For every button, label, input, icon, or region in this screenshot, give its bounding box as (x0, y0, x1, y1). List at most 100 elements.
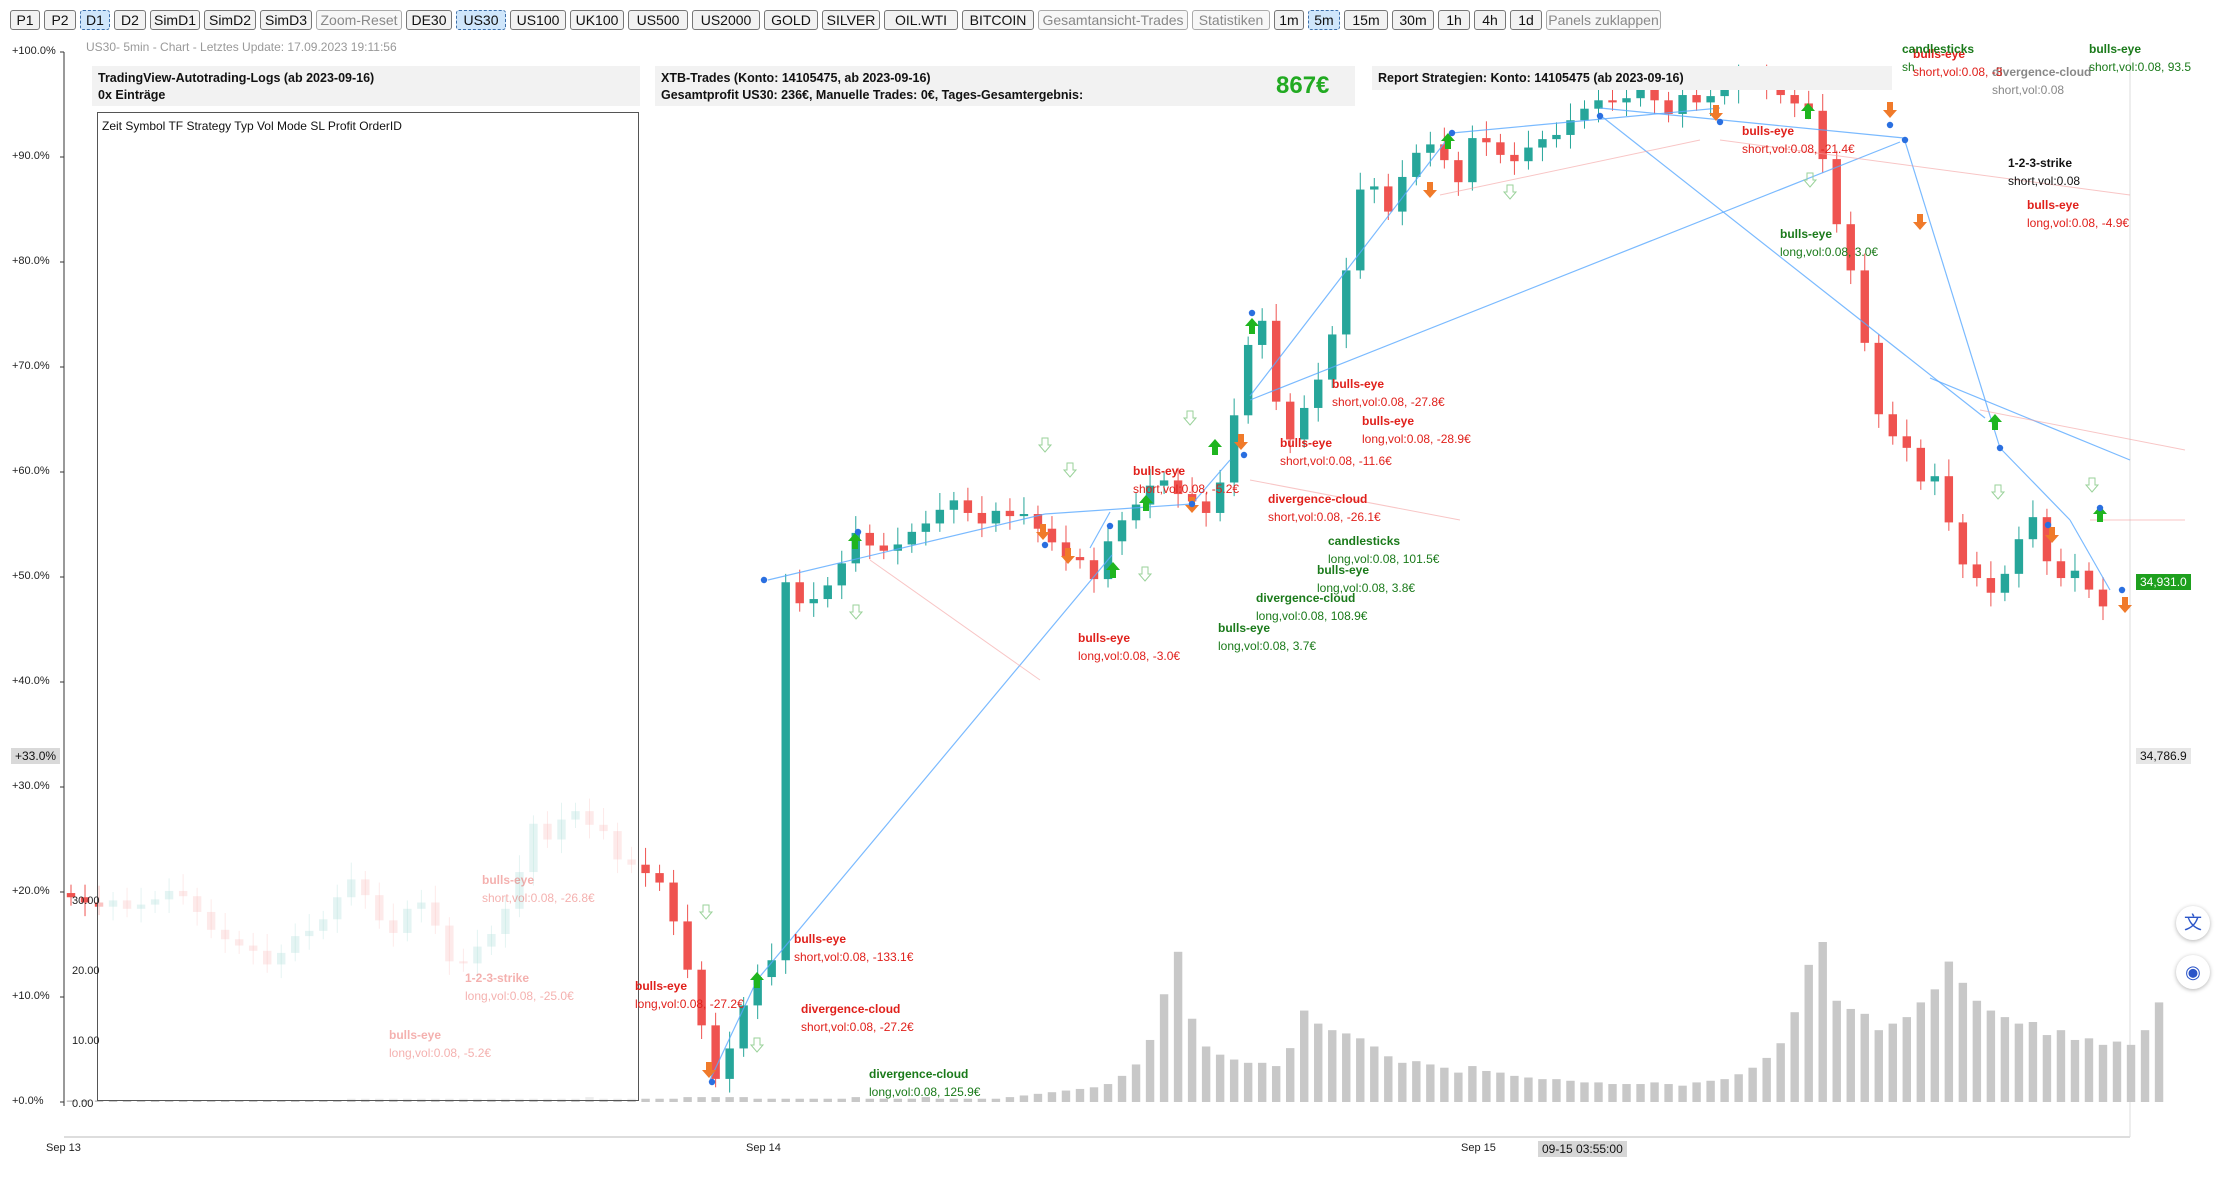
candle-body (1790, 95, 1799, 104)
candle-body (977, 512, 987, 524)
volume-bar (1314, 1023, 1323, 1102)
buy-arrow-icon (1441, 133, 1455, 149)
volume-bar (164, 1100, 174, 1102)
strategy-line (1719, 139, 2131, 196)
candle-body (1608, 100, 1617, 103)
trade-line (1929, 377, 2131, 461)
volume-bar (1762, 1057, 1771, 1102)
trade-strategy-name: bulls-eye (1913, 47, 1966, 61)
toolbar-button-p1[interactable]: P1 (10, 10, 40, 30)
toolbar-button-simd1[interactable]: SimD1 (150, 10, 200, 30)
candle-body (1524, 147, 1533, 162)
strategy-line (1249, 479, 1461, 521)
candle-body (1243, 344, 1253, 416)
toolbar-button-us2000[interactable]: US2000 (692, 10, 760, 30)
toolbar-button-panels-zuklappen[interactable]: Panels zuklappen (1546, 10, 1661, 30)
trade-strategy-name: bulls-eye (794, 932, 847, 946)
toolbar-button-30m[interactable]: 30m (1392, 10, 1434, 30)
trade-strategy-name: bulls-eye (1742, 124, 1795, 138)
toolbar-button-1h[interactable]: 1h (1438, 10, 1470, 30)
inner-axis-tick-label: 20.00 (72, 965, 100, 977)
toolbar-button-de30[interactable]: DE30 (406, 10, 452, 30)
candle-body (1089, 560, 1099, 580)
volume-bar (2154, 1002, 2164, 1102)
trade-annotation: bulls-eye long,vol:0.08, -28.9€ (1362, 412, 1471, 448)
toolbar-button-bitcoin[interactable]: BITCOIN (962, 10, 1034, 30)
candle-body (1664, 100, 1673, 114)
toolbar-button-uk100[interactable]: UK100 (570, 10, 624, 30)
candle-body (1426, 144, 1435, 153)
toolbar-button-1d[interactable]: 1d (1510, 10, 1542, 30)
toolbar-button-5m[interactable]: 5m (1308, 10, 1340, 30)
trade-annotation: candlesticks long,vol:0.08, 101.5€ (1328, 532, 1439, 568)
volume-bar (1818, 942, 1827, 1102)
toolbar-button-oil-wti[interactable]: OIL.WTI (884, 10, 958, 30)
trade-details: short,vol:0.08, -27.8€ (1332, 395, 1445, 409)
trade-annotation: bulls-eye short,vol:0.08, -3 (1913, 45, 2002, 81)
volume-bar (1412, 1061, 1421, 1102)
volume-bar (2056, 1030, 2066, 1102)
volume-bar (1047, 1092, 1057, 1102)
volume-bar (823, 1098, 832, 1102)
trade-annotation: bulls-eye long,vol:0.08, -5.2€ (389, 1026, 491, 1062)
candle-body (935, 509, 945, 524)
trade-annotation: bulls-eye long,vol:0.08, 3.8€ (1317, 561, 1415, 597)
xtb-total-profit: 867€ (1276, 72, 1330, 99)
ghost-arrow-icon (749, 1037, 765, 1053)
trade-details: short,vol:0.08 (2008, 174, 2081, 188)
logs-panel-table: Zeit Symbol TF Strategy Typ Vol Mode SL … (97, 112, 639, 1101)
candle-body (1622, 98, 1631, 103)
volume-bar (80, 1100, 90, 1102)
trade-line (1089, 511, 1111, 549)
volume-bar (2140, 1030, 2150, 1102)
toolbar-button-simd3[interactable]: SimD3 (260, 10, 312, 30)
x-axis-tick-label: Sep 14 (746, 1142, 781, 1154)
volume-bar (1958, 982, 1968, 1102)
sell-arrow-icon (1061, 548, 1075, 564)
toolbar-button-gold[interactable]: GOLD (764, 10, 818, 30)
volume-bar (1440, 1067, 1449, 1102)
toolbar-button-silver[interactable]: SILVER (822, 10, 880, 30)
volume-bar (1061, 1090, 1071, 1102)
logs-panel-count: 0x Einträge (98, 88, 166, 102)
toolbar-button-us100[interactable]: US100 (510, 10, 566, 30)
candle-body (1678, 95, 1687, 114)
toolbar-button-us30[interactable]: US30 (456, 10, 506, 30)
trade-line (1599, 107, 1905, 139)
toolbar-button-1m[interactable]: 1m (1274, 10, 1304, 30)
toolbar-button-4h[interactable]: 4h (1474, 10, 1506, 30)
volume-bar (893, 1098, 903, 1102)
trade-annotation: divergence-cloud short,vol:0.08, -27.2€ (801, 1000, 914, 1036)
toolbar-button-gesamtansicht-trades[interactable]: Gesamtansicht-Trades (1038, 10, 1188, 30)
toolbar-button-us500[interactable]: US500 (628, 10, 688, 30)
toolbar-button-statistiken[interactable]: Statistiken (1192, 10, 1270, 30)
ghost-arrow-icon (1137, 566, 1153, 582)
volume-bar (1173, 951, 1183, 1102)
candle-body (865, 532, 874, 546)
candle-body (879, 545, 889, 551)
trade-details: short,vol:0.08, -21.4€ (1742, 142, 1855, 156)
trade-annotation: bulls-eye long,vol:0.08, -3.0€ (1078, 629, 1180, 665)
toolbar-button-15m[interactable]: 15m (1344, 10, 1388, 30)
candle-body (1229, 415, 1239, 483)
toolbar-button-simd2[interactable]: SimD2 (204, 10, 256, 30)
candle-body (949, 500, 959, 510)
candle-body (1860, 270, 1869, 343)
assistant-icon[interactable]: ◉ (2176, 955, 2210, 989)
toolbar-button-d2[interactable]: D2 (114, 10, 146, 30)
trade-point (760, 576, 768, 584)
crosshair-time-label: 09-15 03:55:00 (1538, 1141, 1627, 1157)
toolbar-button-p2[interactable]: P2 (44, 10, 76, 30)
toolbar-button-zoom-reset[interactable]: Zoom-Reset (316, 10, 402, 30)
volume-bar (1370, 1046, 1379, 1102)
candle-body (893, 544, 903, 551)
candle-body (66, 893, 76, 898)
translate-icon[interactable]: 文 (2176, 906, 2210, 940)
candle-body (907, 531, 917, 545)
toolbar-button-d1[interactable]: D1 (80, 10, 110, 30)
candle-body (2070, 570, 2080, 579)
candle-body (823, 585, 832, 600)
volume-bar (991, 1098, 1001, 1102)
candle-body (1131, 504, 1141, 521)
